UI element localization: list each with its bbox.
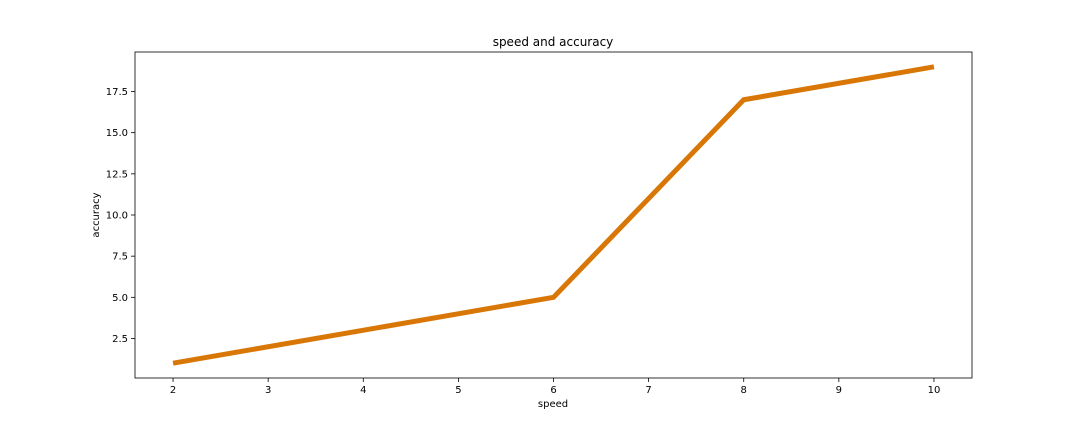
y-tick-label: 15.0 [106, 128, 128, 139]
x-tick-label: 8 [741, 385, 747, 396]
y-tick-label: 12.5 [106, 169, 128, 180]
x-axis-label: speed [538, 399, 568, 410]
x-axis: 2 3 4 5 6 7 8 9 10 [170, 378, 940, 396]
x-tick-label: 7 [645, 385, 651, 396]
y-axis-label: accuracy [91, 192, 102, 237]
chart-title: speed and accuracy [493, 35, 614, 49]
y-tick-label: 5.0 [112, 293, 128, 304]
x-tick-label: 6 [550, 385, 556, 396]
series-line-0 [172, 64, 935, 366]
x-tick-label: 10 [928, 385, 941, 396]
x-tick-label: 3 [265, 385, 271, 396]
x-tick-label: 2 [170, 385, 176, 396]
y-tick-label: 17.5 [106, 87, 128, 98]
x-tick-label: 9 [836, 385, 842, 396]
y-tick-label: 10.0 [106, 211, 128, 222]
series-layer [172, 64, 935, 366]
y-axis: 2.5 5.0 7.5 10.0 12.5 15.0 17.5 [106, 87, 135, 345]
plot-area [134, 51, 973, 379]
y-tick-label: 7.5 [112, 252, 128, 263]
y-tick-label: 2.5 [112, 334, 128, 345]
x-tick-label: 5 [455, 385, 461, 396]
x-tick-label: 4 [360, 385, 366, 396]
